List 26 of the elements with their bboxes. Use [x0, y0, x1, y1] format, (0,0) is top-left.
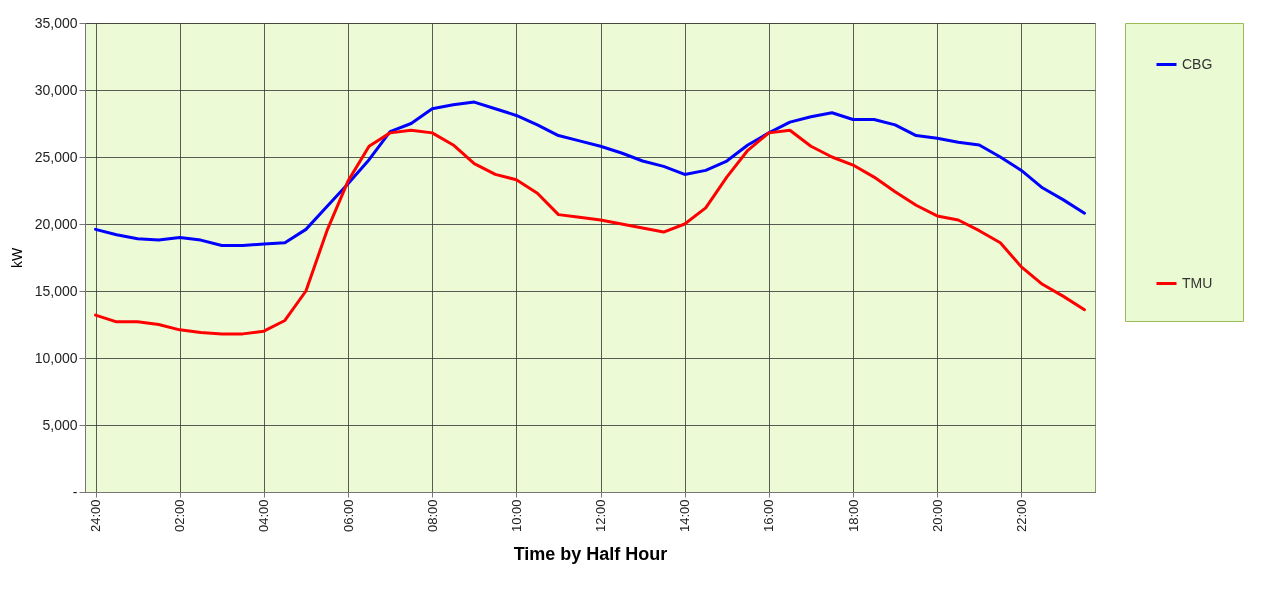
y-tick-label: 25,000 [34, 148, 78, 165]
y-axis-title: kW [8, 247, 25, 269]
x-tick-label: 12:00 [593, 499, 609, 533]
x-tick-label: 24:00 [88, 499, 104, 533]
x-tick-label: 02:00 [172, 499, 188, 533]
y-tick-label: 35,000 [34, 14, 78, 31]
x-tick-label: 14:00 [677, 499, 693, 533]
line-series [94, 100, 1086, 247]
y-tick-label: 10,000 [34, 349, 78, 366]
x-tick-label: 04:00 [256, 499, 272, 533]
legend-label: TMU [1182, 274, 1213, 291]
x-tick-label: 10:00 [508, 499, 524, 533]
x-tick-label: 16:00 [761, 499, 777, 533]
y-tick-label: 20,000 [34, 215, 78, 232]
x-tick-label: 18:00 [845, 499, 861, 533]
y-tick-label: 15,000 [34, 282, 78, 299]
y-tick-label: 30,000 [34, 81, 78, 98]
y-tick-label: - [72, 483, 78, 500]
line-series [94, 128, 1086, 336]
x-tick-label: 08:00 [424, 499, 440, 533]
y-tick-label: 5,000 [42, 416, 78, 433]
x-axis-title: Time by Half Hour [513, 544, 668, 565]
x-tick-label: 20:00 [929, 499, 945, 533]
x-tick-label: 06:00 [340, 499, 356, 533]
x-tick-label: 22:00 [1013, 499, 1029, 533]
legend-label: CBG [1182, 55, 1213, 72]
